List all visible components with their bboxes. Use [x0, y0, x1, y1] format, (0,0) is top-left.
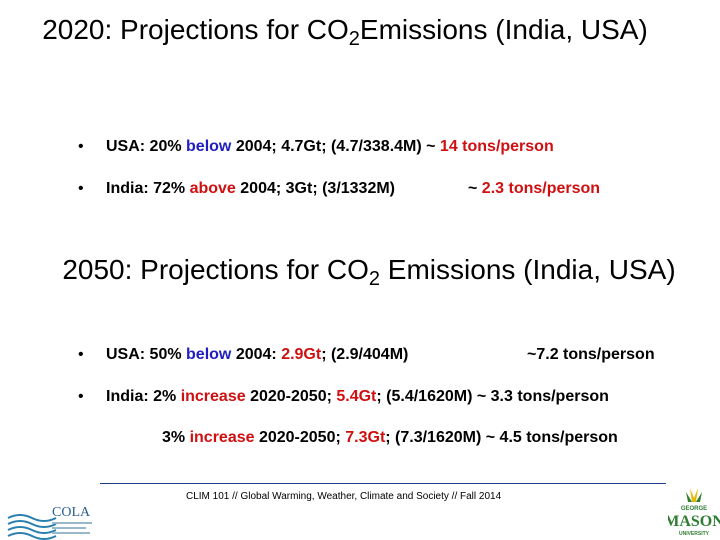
bullet-symbol: •	[78, 180, 84, 197]
bullet-2050-india: • India: 2% increase 2020-2050; 5.4Gt; (…	[78, 388, 609, 405]
svg-text:UNIVERSITY: UNIVERSITY	[679, 531, 710, 537]
bullet-2050-usa: • USA: 50% below 2004: 2.9Gt; (2.9/404M)	[78, 346, 409, 363]
cola-logo-icon: COLA	[7, 505, 92, 540]
bullet-2020-india: • India: 72% above 2004; 3Gt; (3/1332M)	[78, 180, 396, 197]
title-2050: 2050: Projections for CO2 Emissions (Ind…	[62, 254, 676, 290]
footer-divider	[100, 483, 666, 484]
footer-course-text: CLIM 101 // Global Warming, Weather, Cli…	[186, 491, 502, 502]
bullet-symbol: •	[78, 346, 84, 363]
bullet-symbol: •	[78, 138, 84, 155]
gmu-logo-icon: GEORGE MASON UNIVERSITY	[668, 488, 720, 537]
bullet-2020-india-per-capita: ~ 2.3 tons/person	[468, 180, 601, 197]
bullet-2050-india-alt: 3% increase 2020-2050; 7.3Gt; (7.3/1620M…	[162, 429, 618, 446]
svg-text:GEORGE: GEORGE	[681, 506, 707, 512]
bullet-symbol: •	[78, 388, 84, 405]
title-2020: 2020: Projections for CO2Emissions (Indi…	[42, 14, 648, 50]
svg-text:MASON: MASON	[668, 513, 720, 530]
bullet-2050-usa-per-capita: ~7.2 tons/person	[527, 346, 655, 363]
svg-text:COLA: COLA	[52, 505, 91, 520]
bullet-2020-usa: • USA: 20% below 2004; 4.7Gt; (4.7/338.4…	[78, 138, 554, 155]
